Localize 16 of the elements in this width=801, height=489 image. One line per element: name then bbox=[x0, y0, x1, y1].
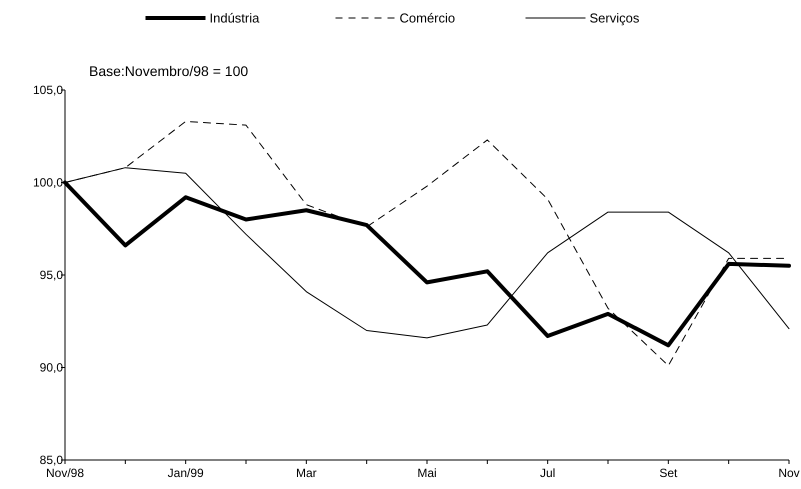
x-tick-label: Nov bbox=[778, 466, 800, 480]
x-tick-label: Set bbox=[659, 466, 678, 480]
legend-label: Comércio bbox=[400, 10, 456, 26]
chart-subtitle: Base:Novembro/98 = 100 bbox=[89, 63, 248, 79]
x-tick-label: Mar bbox=[296, 466, 317, 480]
legend-label: Serviços bbox=[590, 10, 640, 26]
y-tick-label: 90,0 bbox=[40, 360, 64, 375]
y-tick-label: 95,0 bbox=[40, 268, 64, 282]
x-tick-label: Jan/99 bbox=[168, 466, 204, 480]
x-tick-label: Mai bbox=[417, 466, 437, 480]
y-tick-label: 100,0 bbox=[32, 176, 64, 190]
y-tick-label: 85,0 bbox=[40, 453, 64, 468]
legend-label: Indústria bbox=[210, 10, 260, 26]
x-tick-label: Nov/98 bbox=[46, 466, 84, 480]
x-tick-label: Jul bbox=[540, 466, 556, 480]
y-tick-label: 105,0 bbox=[32, 83, 64, 98]
